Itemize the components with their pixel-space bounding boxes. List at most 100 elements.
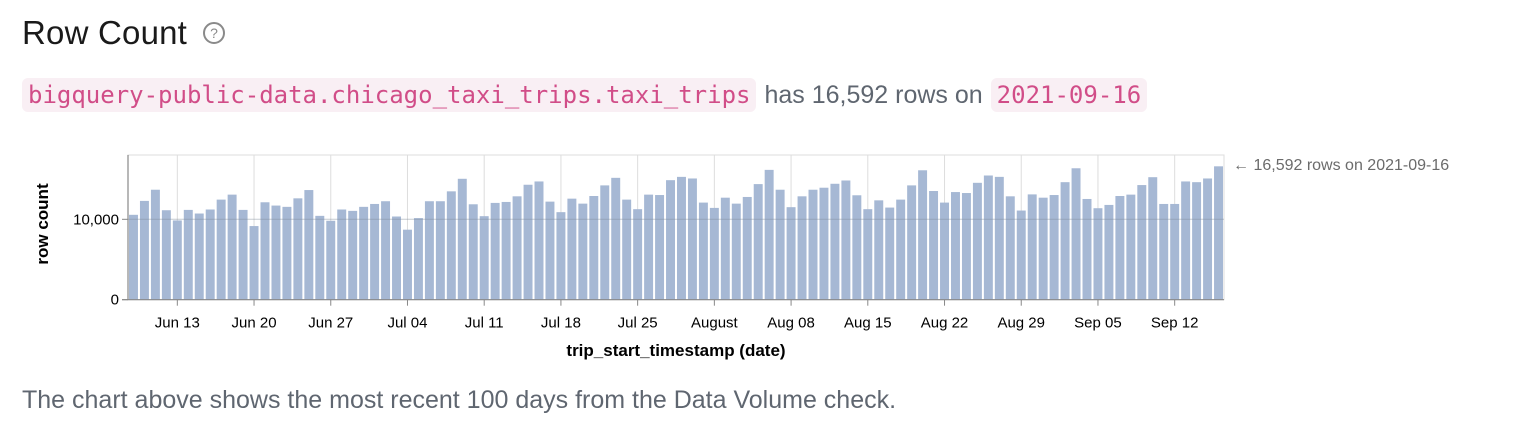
bar[interactable] [424, 201, 434, 300]
bar[interactable] [1137, 185, 1147, 300]
bar[interactable] [775, 189, 785, 300]
bar[interactable] [249, 226, 259, 300]
bar[interactable] [216, 199, 226, 300]
bar[interactable] [512, 196, 522, 300]
bar[interactable] [655, 195, 665, 300]
bar[interactable] [633, 209, 643, 300]
bar[interactable] [852, 195, 862, 300]
bar[interactable] [677, 176, 686, 300]
bar[interactable] [348, 210, 358, 300]
bar[interactable] [337, 209, 347, 300]
bar[interactable] [622, 199, 632, 300]
bar[interactable] [501, 201, 511, 300]
bar[interactable] [983, 175, 993, 300]
bar[interactable] [139, 200, 149, 300]
bar[interactable] [830, 183, 840, 300]
bar[interactable] [381, 201, 391, 300]
bar[interactable] [370, 203, 380, 300]
bar[interactable] [951, 192, 960, 300]
bar[interactable] [282, 206, 292, 300]
bar[interactable] [611, 177, 621, 300]
bar[interactable] [260, 202, 270, 300]
bar[interactable] [764, 169, 774, 300]
bar[interactable] [786, 207, 796, 300]
bar[interactable] [600, 185, 610, 300]
bar[interactable] [271, 205, 281, 300]
bar[interactable] [1159, 203, 1169, 300]
bar[interactable] [567, 198, 577, 300]
bar[interactable] [589, 195, 599, 300]
bar[interactable] [534, 181, 544, 300]
bar[interactable] [578, 203, 588, 300]
bar[interactable] [907, 185, 917, 300]
bar[interactable] [1148, 177, 1158, 300]
bar[interactable] [194, 213, 204, 300]
bar[interactable] [205, 209, 215, 300]
bar[interactable] [940, 202, 949, 300]
bar[interactable] [753, 184, 763, 300]
bar[interactable] [874, 200, 884, 300]
bar[interactable] [709, 207, 719, 300]
bar[interactable] [666, 180, 675, 300]
bar[interactable] [896, 199, 906, 300]
bar[interactable] [468, 204, 478, 300]
bar[interactable] [918, 170, 928, 300]
bar[interactable] [885, 207, 895, 300]
bar[interactable] [413, 218, 423, 300]
bar[interactable] [841, 180, 851, 300]
bar[interactable] [1038, 197, 1048, 300]
bar[interactable] [994, 176, 1004, 300]
bar[interactable] [1093, 208, 1103, 300]
bar[interactable] [238, 209, 248, 300]
bar[interactable] [545, 201, 555, 300]
bar[interactable] [819, 187, 829, 300]
bar[interactable] [808, 189, 818, 300]
bar[interactable] [1181, 181, 1191, 300]
bar[interactable] [1104, 204, 1114, 300]
bar[interactable] [1071, 168, 1081, 300]
bar[interactable] [446, 191, 456, 300]
bar[interactable] [183, 209, 193, 300]
bar[interactable] [1203, 178, 1213, 300]
bar[interactable] [227, 194, 237, 300]
bar[interactable] [326, 220, 336, 300]
bar[interactable] [1027, 194, 1037, 300]
bar[interactable] [172, 220, 182, 300]
bar[interactable] [403, 229, 412, 300]
bar[interactable] [1214, 166, 1223, 300]
bar[interactable] [1049, 195, 1059, 300]
bar[interactable] [1192, 182, 1202, 300]
bar[interactable] [698, 202, 708, 300]
question-circle-icon[interactable]: ? [203, 22, 226, 44]
bar[interactable] [1060, 182, 1070, 300]
bar[interactable] [457, 178, 467, 300]
bar[interactable] [479, 216, 489, 300]
bar[interactable] [1170, 203, 1180, 300]
bar[interactable] [293, 198, 303, 300]
bar[interactable] [972, 182, 982, 300]
bar[interactable] [1126, 194, 1136, 300]
bar[interactable] [742, 196, 752, 300]
bar[interactable] [129, 214, 138, 300]
bar[interactable] [863, 209, 873, 300]
bar[interactable] [687, 178, 697, 300]
bar[interactable] [961, 193, 971, 300]
bar[interactable] [150, 189, 160, 300]
bar[interactable] [435, 201, 445, 300]
bar[interactable] [392, 216, 401, 300]
bar[interactable] [929, 191, 939, 300]
bar[interactable] [556, 212, 566, 300]
bar[interactable] [720, 197, 730, 300]
bar[interactable] [315, 215, 325, 300]
bar[interactable] [359, 206, 369, 300]
bar[interactable] [490, 202, 500, 300]
bar[interactable] [161, 210, 171, 300]
bar[interactable] [1005, 196, 1015, 300]
bar[interactable] [304, 190, 314, 300]
bar[interactable] [1115, 195, 1125, 300]
bar[interactable] [1016, 210, 1026, 300]
bar[interactable] [797, 196, 807, 300]
bar[interactable] [523, 184, 533, 300]
bar[interactable] [644, 194, 654, 300]
bar[interactable] [1082, 198, 1092, 300]
